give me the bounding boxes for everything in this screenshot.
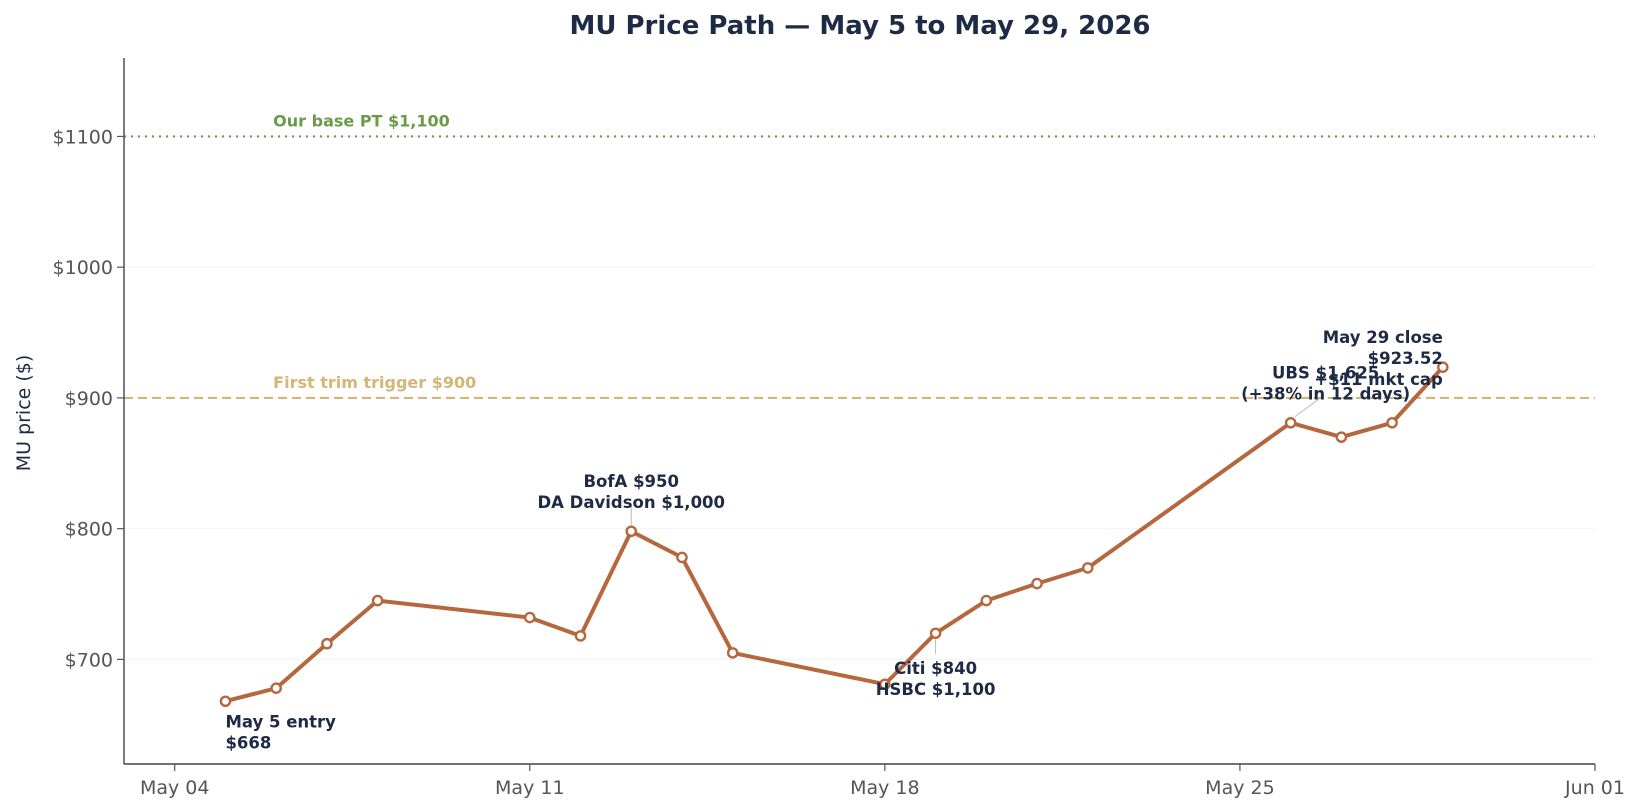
data-point bbox=[625, 525, 638, 538]
annotation-line: BofA $950 bbox=[583, 472, 679, 491]
annotation-line: HSBC $1,100 bbox=[876, 680, 996, 699]
data-point bbox=[1031, 577, 1043, 590]
data-point bbox=[879, 678, 891, 691]
y-ticks: $700 $800 $900 $1000 $1100 bbox=[53, 126, 124, 671]
data-point bbox=[1386, 416, 1398, 429]
data-point bbox=[523, 611, 536, 624]
annotation-line: May 5 entry bbox=[225, 712, 336, 731]
y-axis-label: MU price ($) bbox=[13, 355, 35, 472]
annotation-leader bbox=[1294, 395, 1323, 418]
reference-lines: Our base PT $1,100 First trim trigger $90… bbox=[124, 111, 1595, 400]
annotation-leaders bbox=[630, 395, 1323, 654]
data-point bbox=[1437, 361, 1449, 373]
data-point bbox=[270, 682, 282, 694]
annotation-line: $668 bbox=[225, 733, 271, 752]
axes bbox=[123, 58, 1595, 765]
y-tick-label: $1100 bbox=[53, 126, 113, 148]
chart-title: MU Price Path — May 5 to May 29, 2026 bbox=[569, 11, 1150, 41]
annotation: UBS $1,625 (+38% in 12 days) bbox=[1241, 363, 1410, 403]
data-point bbox=[574, 630, 587, 642]
annotation: BofA $950 DA Davidson $1,000 bbox=[537, 472, 725, 512]
data-point bbox=[371, 594, 384, 607]
series-layer bbox=[219, 361, 1449, 708]
annotation: May 29 close $923.52 +$11 mkt cap bbox=[1314, 328, 1443, 389]
y-tick-label: $1000 bbox=[53, 257, 113, 279]
x-tick-label: May 04 bbox=[140, 777, 210, 799]
data-point bbox=[321, 637, 333, 650]
x-tick-label: Jun 01 bbox=[1564, 777, 1625, 799]
data-point bbox=[929, 627, 942, 640]
data-point bbox=[1081, 562, 1094, 574]
y-tick-label: $700 bbox=[65, 649, 113, 671]
annotation: Citi $840 HSBC $1,100 bbox=[876, 659, 996, 699]
annotation-line: +$11 mkt cap bbox=[1314, 370, 1443, 389]
annotation-line: Citi $840 bbox=[894, 659, 977, 678]
annotation-line: $923.52 bbox=[1368, 349, 1443, 368]
annotation-line: UBS $1,625 bbox=[1272, 363, 1379, 382]
annotation-line: DA Davidson $1,000 bbox=[537, 493, 725, 512]
reference-line-label: Our base PT $1,100 bbox=[273, 111, 450, 130]
data-point bbox=[1335, 431, 1348, 443]
reference-line-label: First trim trigger $900 bbox=[273, 373, 476, 392]
data-point bbox=[676, 551, 688, 564]
annotation-line: (+38% in 12 days) bbox=[1241, 384, 1410, 403]
annotations: May 5 entry $668 BofA $950 DA Davidson $1,0… bbox=[225, 328, 1443, 752]
x-tick-label: May 18 bbox=[850, 777, 920, 799]
x-ticks: May 04 May 11 May 18 May 25 Jun 01 bbox=[140, 764, 1625, 799]
annotation-line: May 29 close bbox=[1323, 328, 1443, 347]
x-tick-label: May 25 bbox=[1205, 777, 1275, 799]
data-point bbox=[980, 594, 993, 607]
data-point bbox=[726, 647, 739, 659]
y-tick-label: $900 bbox=[65, 388, 113, 410]
data-point bbox=[1284, 416, 1297, 429]
data-point bbox=[219, 695, 232, 708]
series-line bbox=[223, 365, 1445, 704]
annotation: May 5 entry $668 bbox=[225, 712, 336, 752]
x-tick-label: May 11 bbox=[495, 777, 565, 799]
y-tick-label: $800 bbox=[65, 519, 113, 541]
